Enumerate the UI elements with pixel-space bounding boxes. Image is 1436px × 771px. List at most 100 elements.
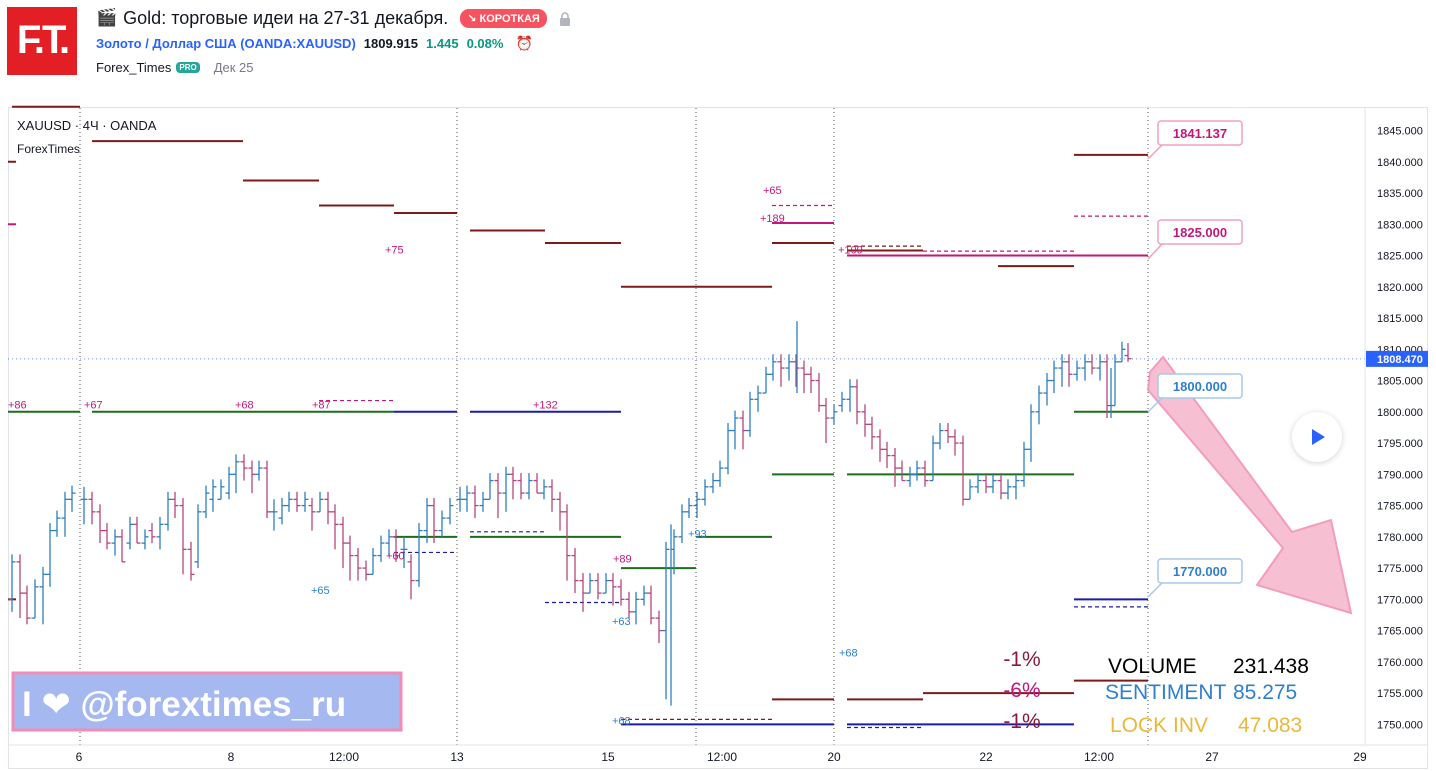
price-bar — [702, 479, 709, 505]
price-bar — [732, 411, 739, 450]
price-bar — [564, 504, 571, 580]
x-tick-label: 12:00 — [707, 750, 737, 764]
price-bar — [595, 573, 602, 599]
price-bar — [69, 486, 76, 512]
y-tick-label: 1845.000 — [1377, 126, 1423, 138]
price-bar — [157, 517, 164, 550]
price-bar — [610, 573, 617, 606]
price-bar — [1125, 343, 1132, 362]
price-bar — [363, 561, 370, 581]
stat-value: 85.275 — [1233, 681, 1297, 704]
price-bar — [549, 479, 556, 512]
x-tick-label: 22 — [979, 750, 993, 764]
stat-label: LOCK INV — [1110, 714, 1208, 737]
level-label: +68 — [235, 399, 254, 411]
y-tick-label: 1800.000 — [1377, 407, 1423, 419]
y-tick-label: 1805.000 — [1377, 376, 1423, 388]
price-bar — [725, 423, 732, 474]
grid-lines — [8, 108, 1365, 745]
price-bar — [998, 473, 1005, 499]
level-lines — [8, 107, 1148, 728]
level-label: +86 — [8, 399, 27, 411]
x-tick-label: 29 — [1353, 750, 1367, 764]
price-bar — [408, 554, 415, 599]
price-bar — [626, 592, 633, 618]
x-tick-label: 8 — [228, 750, 235, 764]
price-bar — [1005, 479, 1012, 499]
y-tick-label: 1820.000 — [1377, 282, 1423, 294]
price-bar — [233, 454, 240, 493]
y-tick-label: 1835.000 — [1377, 188, 1423, 200]
price-bar — [801, 361, 808, 394]
price-bar — [869, 417, 876, 450]
x-tick-label: 27 — [1205, 750, 1219, 764]
price-bar — [134, 517, 141, 543]
price-bar — [332, 504, 339, 549]
price-bar — [302, 492, 309, 512]
price-bar — [1074, 361, 1081, 381]
price-bar — [862, 404, 869, 437]
y-tick-label: 1785.000 — [1377, 501, 1423, 513]
price-bar — [1104, 354, 1111, 418]
level-label: +68 — [612, 716, 631, 728]
price-bar — [81, 487, 88, 525]
price-bar — [447, 498, 454, 524]
price-bar — [740, 411, 747, 450]
indicator-name: ForexTimes — [17, 142, 80, 156]
price-bar — [808, 367, 815, 393]
price-bar — [487, 473, 494, 499]
price-bar — [340, 517, 347, 568]
price-bar — [770, 354, 777, 380]
y-tick-label: 1760.000 — [1377, 657, 1423, 669]
price-bar — [686, 498, 693, 518]
y-tick-label: 1780.000 — [1377, 532, 1423, 544]
price-bar — [317, 492, 324, 512]
price-bar — [960, 436, 967, 506]
stat-value: 231.438 — [1233, 655, 1309, 678]
level-labels: +86 +67 +68 +87 +132+75+65+189+109+60+65+89+… — [8, 185, 863, 728]
price-bar — [633, 592, 640, 625]
price-bar — [1066, 354, 1073, 387]
price-bar — [914, 461, 921, 481]
price-bar — [286, 492, 293, 512]
price-bar — [294, 492, 301, 512]
price-bar — [439, 511, 446, 537]
price-bar — [854, 379, 861, 424]
callout-text: 1800.000 — [1173, 379, 1227, 394]
price-bar — [587, 573, 594, 593]
callout-text: 1770.000 — [1173, 564, 1227, 579]
level-label: +63 — [612, 616, 631, 628]
price-bar — [648, 586, 655, 625]
price-bar — [503, 467, 510, 512]
price-bar — [355, 548, 362, 581]
price-bar — [816, 373, 823, 412]
level-label: +67 — [84, 399, 103, 411]
price-bar — [180, 498, 187, 574]
percent-label: -1% — [1003, 710, 1040, 733]
price-bar — [17, 554, 24, 618]
level-label: +189 — [760, 213, 785, 225]
price-bar — [249, 461, 256, 494]
price-bar — [464, 486, 471, 512]
y-tick-label: 1830.000 — [1377, 219, 1423, 231]
price-bar — [786, 354, 793, 380]
price-bar — [62, 492, 69, 537]
x-tick-label: 6 — [76, 750, 83, 764]
price-bar — [572, 548, 579, 593]
y-tick-label: 1825.000 — [1377, 251, 1423, 263]
price-bar — [370, 548, 377, 574]
price-bar — [347, 536, 354, 581]
price-bar — [54, 511, 61, 537]
level-label: +87 — [312, 399, 331, 411]
price-bar — [325, 492, 332, 525]
percent-label: -1% — [1003, 648, 1040, 671]
y-tick-label: 1750.000 — [1377, 719, 1423, 731]
price-bar — [747, 392, 754, 437]
y-tick-label: 1840.000 — [1377, 157, 1423, 169]
play-button[interactable] — [1292, 412, 1342, 462]
level-label: +89 — [613, 554, 632, 566]
price-bar — [112, 529, 119, 555]
price-bar — [480, 492, 487, 512]
price-bar — [264, 461, 271, 519]
